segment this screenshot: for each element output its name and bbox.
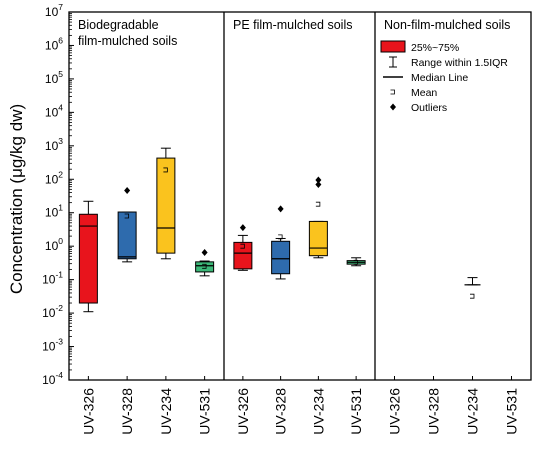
x-axis-tick-labels: UV-326 UV-328 UV-234 UV-531 UV-326 UV-328 UV-2… (80, 376, 520, 435)
y-tick-label: 100 (45, 236, 63, 253)
y-tick-label: 10-4 (42, 370, 63, 387)
box-iqr (271, 240, 291, 275)
mean-marker (124, 213, 130, 219)
box-iqr (156, 157, 176, 254)
legend-entry: Median Line (383, 72, 468, 84)
outlier-marker (315, 180, 322, 188)
mean-marker (202, 263, 207, 269)
box-uv-234 (308, 176, 328, 259)
box-iqr (308, 220, 328, 257)
mean-marker (470, 293, 475, 299)
legend-label: Outliers (411, 102, 447, 114)
x-tick-label: UV-531 (504, 388, 520, 435)
y-tick-label: 10-2 (42, 303, 63, 320)
outlier-marker (124, 187, 131, 195)
y-tick-label: 104 (45, 102, 63, 119)
box-uv-326 (78, 200, 98, 313)
box-uv-328 (117, 187, 137, 263)
box-uv-234 (464, 277, 481, 299)
box-iqr (233, 241, 253, 270)
box-uv-531 (346, 257, 366, 267)
legend-label: 25%~75% (411, 42, 459, 54)
x-tick-label: UV-328 (119, 388, 135, 435)
x-tick-label: UV-326 (80, 388, 96, 435)
legend-label: Median Line (411, 72, 468, 84)
y-tick-label: 107 (45, 2, 63, 19)
panel-title: film-mulched soils (78, 34, 177, 48)
plot-frame (68, 11, 532, 381)
legend-entry: 25%~75% (380, 40, 459, 54)
x-tick-label: UV-234 (158, 388, 174, 435)
x-tick-label: UV-234 (465, 388, 481, 435)
y-tick-label: 10-3 (42, 337, 63, 354)
y-tick-label: 106 (45, 35, 63, 52)
legend-mean-swatch (390, 89, 395, 95)
legend-outlier-swatch (390, 103, 396, 111)
box-uv-234 (156, 147, 176, 260)
y-tick-label: 102 (45, 169, 63, 186)
x-tick-label: UV-531 (197, 388, 213, 435)
y-axis-label: Concentration (μg/kg dw) (7, 104, 26, 294)
outlier-marker (315, 176, 322, 184)
box-uv-328 (271, 205, 291, 280)
box-iqr (195, 261, 215, 273)
y-tick-label: 105 (45, 69, 63, 86)
outlier-marker (201, 248, 208, 256)
panel-title: Non-film-mulched soils (384, 18, 510, 32)
y-tick-label: 10-1 (42, 270, 63, 287)
box-iqr (117, 211, 137, 260)
x-tick-label: UV-326 (235, 388, 251, 435)
y-tick-label: 103 (45, 136, 63, 153)
legend-box-swatch (380, 40, 406, 53)
legend: 25%~75% Range within 1.5IQR Median Line Mea… (380, 40, 508, 114)
y-tick-label: 101 (45, 203, 63, 220)
legend-entry: Mean (390, 87, 437, 99)
x-tick-label: UV-328 (426, 388, 442, 435)
plot-area (68, 11, 532, 381)
mean-marker (240, 243, 245, 249)
panel-title: PE film-mulched soils (233, 18, 352, 32)
x-tick-label: UV-328 (273, 388, 289, 435)
mean-marker (163, 167, 168, 173)
x-tick-label: UV-326 (387, 388, 403, 435)
legend-label: Range within 1.5IQR (411, 57, 508, 69)
panel-title: Biodegradable (78, 18, 159, 32)
mean-marker (278, 234, 283, 240)
panel-titles: Biodegradable film-mulched soils PE film-m… (78, 18, 510, 48)
box-uv-531 (195, 248, 215, 277)
x-tick-label: UV-531 (348, 388, 364, 435)
mean-marker (315, 201, 321, 207)
legend-entry: Outliers (390, 102, 447, 114)
x-tick-label: UV-234 (310, 388, 326, 435)
legend-entry: Range within 1.5IQR (389, 56, 508, 69)
outlier-marker (239, 224, 246, 232)
y-axis: 10-4 10-3 10-2 10-1 100 101 102 103 104 105 106 107 (42, 2, 74, 387)
legend-label: Mean (411, 87, 437, 99)
box-iqr (78, 213, 98, 304)
outlier-marker (277, 205, 284, 213)
box-uv-326 (233, 224, 253, 271)
mean-marker (353, 259, 359, 265)
